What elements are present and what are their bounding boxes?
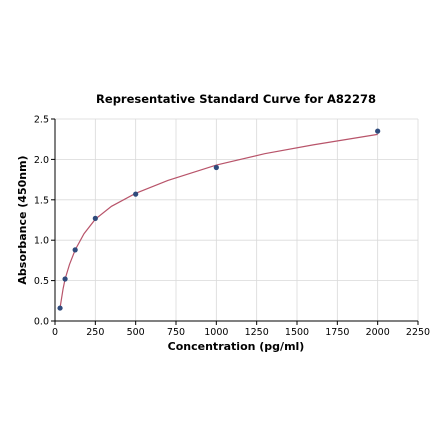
x-tick-label: 1750 [325,327,349,338]
y-tick-label: 0.5 [34,276,49,287]
axes [51,118,419,325]
fit-curve-layer [59,133,378,309]
data-point [133,191,139,197]
fit-curve [59,133,378,309]
x-tick-label: 0 [52,327,58,338]
x-tick-label: 250 [86,327,104,338]
data-point [213,164,219,171]
y-tick-label: 0.0 [34,317,49,328]
data-points [57,128,381,311]
y-tick-label: 1.0 [34,236,49,247]
y-tick-label: 2.5 [34,115,49,126]
chart-title: Representative Standard Curve for A82278 [96,92,376,106]
data-point [375,128,381,134]
x-tick-label: 500 [127,327,145,338]
x-tick-label: 1500 [285,327,309,338]
x-axis-label: Concentration (pg/ml) [168,340,305,353]
data-point [62,276,68,282]
data-point [57,305,63,311]
x-tick-label: 1250 [245,327,269,338]
x-tick-label: 750 [167,327,185,338]
x-tick-label: 1000 [204,327,228,338]
tick-labels: 0 250 500 750 1000 1250 1500 1750 2000 2250 0.0 0.5… [34,115,430,339]
x-tick-label: 2000 [366,327,390,338]
y-axis-label: Absorbance (450nm) [16,155,29,284]
data-point [72,247,78,253]
y-tick-label: 2.0 [34,155,49,166]
data-point [92,215,98,221]
grid [54,118,419,322]
y-tick-label: 1.5 [34,195,49,206]
x-tick-label: 2250 [406,327,430,338]
